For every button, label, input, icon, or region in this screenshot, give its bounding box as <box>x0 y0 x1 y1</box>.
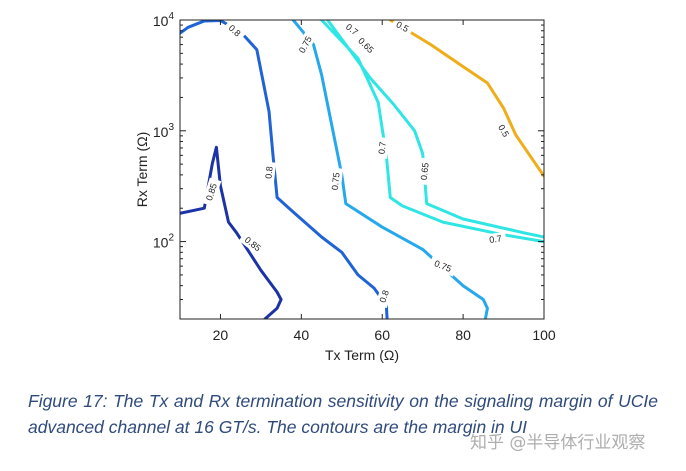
y-axis-label: Rx Term (Ω) <box>134 132 150 208</box>
contour-label: 0.85 <box>204 182 219 202</box>
contour-085-line <box>180 145 283 319</box>
x-tick-label: 40 <box>294 327 310 343</box>
x-axis-label: Tx Term (Ω) <box>325 347 399 363</box>
contour-label: 0.75 <box>330 172 342 190</box>
contour-label-bg <box>375 136 390 159</box>
y-tick-label: 104 <box>153 11 175 29</box>
contour-label-group: 0.85 <box>201 177 222 207</box>
contour-label-bg <box>428 255 458 277</box>
contour-05-line <box>388 20 544 178</box>
x-axis-ticks: 20 40 60 80 100 <box>213 20 556 343</box>
contour-label: 0.8 <box>263 166 274 179</box>
x-tick-label: 100 <box>532 327 556 343</box>
contour-label-bg <box>484 231 507 247</box>
watermark: 知乎 @半导体行业观察 <box>470 433 646 453</box>
contour-label-group: 0.75 <box>428 255 458 277</box>
contour-label-bg <box>493 118 514 143</box>
contour-075-line <box>291 20 489 319</box>
contour-label-group: 0.7 <box>375 136 390 159</box>
contour-label-group: 0.8 <box>261 161 277 184</box>
contour-label-bg <box>238 231 267 257</box>
contour-chart: 0.850.850.80.80.80.750.750.750.70.70.70.… <box>134 11 556 363</box>
contour-label-group: 0.75 <box>328 167 344 196</box>
y-axis-ticks: 102 103 104 <box>153 11 544 320</box>
contour-label: 0.65 <box>419 162 431 180</box>
contour-07-line-1 <box>320 20 544 244</box>
plot-frame <box>179 19 545 320</box>
contour-label-bg <box>261 161 277 184</box>
contour-lines <box>180 20 544 319</box>
contour-label-bg <box>352 31 380 59</box>
contour-label-group: 0.8 <box>375 284 394 309</box>
contour-label-group: 0.7 <box>484 231 507 247</box>
contour-label-bg <box>201 177 222 207</box>
figure-caption: Figure 17: The Tx and Rx termination sen… <box>28 391 658 437</box>
contour-label: 0.7 <box>489 233 503 245</box>
contour-label-group: 0.5 <box>493 118 514 143</box>
contour-labels: 0.850.850.80.80.80.750.750.750.70.70.70.… <box>201 16 514 309</box>
contour-label: 0.7 <box>377 141 388 154</box>
contour-label-bg <box>375 284 394 309</box>
x-tick-label: 60 <box>374 327 390 343</box>
contour-label-bg <box>328 167 344 196</box>
y-tick-label: 103 <box>153 122 175 140</box>
contour-label: 0.8 <box>378 289 391 304</box>
contour-label-bg <box>390 16 415 37</box>
y-tick-label: 102 <box>153 233 175 251</box>
contour-label-bg <box>417 157 433 186</box>
contour-label-bg <box>222 19 247 43</box>
contour-08-line <box>180 20 389 319</box>
x-tick-label: 20 <box>213 327 229 343</box>
x-tick-label: 80 <box>455 327 471 343</box>
contour-label-bg <box>293 30 317 60</box>
contour-label-group: 0.8 <box>222 19 247 43</box>
contour-07-line-2 <box>326 20 544 239</box>
contour-label-group: 0.5 <box>390 16 415 37</box>
contour-label-group: 0.65 <box>417 157 433 186</box>
